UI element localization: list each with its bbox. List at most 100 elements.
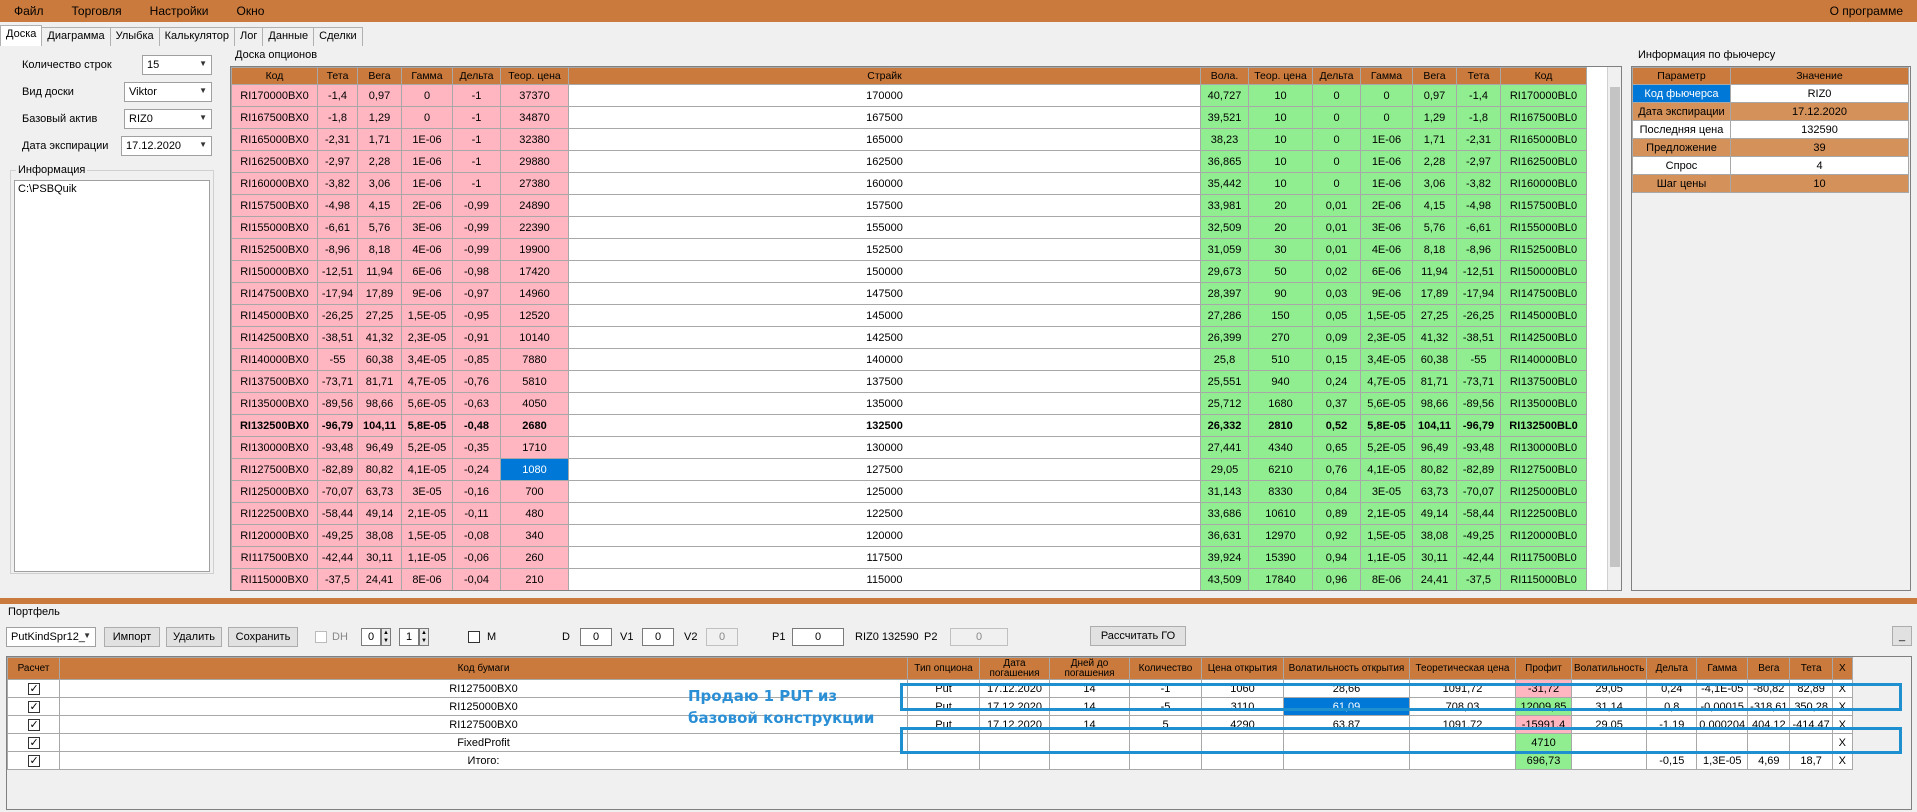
calc-checkbox[interactable] <box>27 700 40 713</box>
tab-deals[interactable]: Сделки <box>313 27 363 46</box>
save-button[interactable]: Сохранить <box>228 627 298 647</box>
board-cell[interactable]: -1,8 <box>1456 106 1501 129</box>
portfolio-select[interactable]: PutKindSpr12_ ▼ <box>6 627 96 647</box>
board-scroll-thumb[interactable] <box>1610 87 1620 567</box>
board-cell[interactable]: 60,38 <box>1412 348 1457 371</box>
portfolio-cell[interactable]: 14 <box>1049 697 1130 716</box>
portfolio-cell[interactable]: 4,69 <box>1747 751 1791 770</box>
board-cell[interactable]: -1 <box>452 84 501 107</box>
board-cell[interactable]: -1,4 <box>1456 84 1501 107</box>
board-cell[interactable]: 4340 <box>1248 436 1313 459</box>
board-cell[interactable]: 30 <box>1248 238 1313 261</box>
p1-input[interactable]: 0 <box>792 628 844 646</box>
board-cell[interactable]: -70,07 <box>317 480 358 503</box>
board-cell[interactable]: 3E-06 <box>401 216 453 239</box>
board-cell[interactable]: 38,08 <box>1412 524 1457 547</box>
board-cell[interactable]: 6E-06 <box>1360 260 1413 283</box>
board-cell[interactable]: 104,11 <box>357 414 402 437</box>
board-cell[interactable]: 26,332 <box>1200 414 1249 437</box>
board-cell[interactable]: 3,06 <box>1412 172 1457 195</box>
board-cell[interactable]: 1E-06 <box>1360 172 1413 195</box>
board-cell[interactable]: RI120000BX0 <box>231 524 318 547</box>
board-cell[interactable]: 2,1E-05 <box>401 502 453 525</box>
board-cell[interactable]: 50 <box>1248 260 1313 283</box>
board-cell[interactable]: 25,712 <box>1200 392 1249 415</box>
futures-cell[interactable]: Дата экспирации <box>1632 102 1731 121</box>
futures-cell[interactable]: 132590 <box>1730 120 1909 139</box>
v2-input[interactable]: 0 <box>706 628 738 646</box>
menu-about[interactable]: О программе <box>1829 4 1903 18</box>
board-cell[interactable]: 96,49 <box>1412 436 1457 459</box>
portfolio-cell[interactable] <box>1570 751 1648 770</box>
board-cell[interactable]: 0,96 <box>1312 568 1361 590</box>
p2-input[interactable]: 0 <box>950 628 1008 646</box>
board-cell[interactable]: 39,924 <box>1200 546 1249 569</box>
board-cell[interactable]: 31,143 <box>1200 480 1249 503</box>
menu-file[interactable]: Файл <box>14 4 44 18</box>
board-scrollbar[interactable] <box>1607 67 1621 590</box>
board-cell[interactable]: 90 <box>1248 282 1313 305</box>
futures-cell[interactable]: Предложение <box>1632 138 1731 157</box>
portfolio-cell[interactable]: 696,73 <box>1515 751 1572 770</box>
board-cell[interactable]: 3E-06 <box>1360 216 1413 239</box>
board-cell[interactable]: RI122500BL0 <box>1500 502 1587 525</box>
board-cell[interactable]: 0,97 <box>1412 84 1457 107</box>
board-cell[interactable]: 115000 <box>568 568 1201 590</box>
calc-checkbox-cell[interactable] <box>7 715 60 734</box>
delete-button[interactable]: Удалить <box>166 627 222 647</box>
calc-checkbox[interactable] <box>27 682 40 695</box>
board-cell[interactable]: 6E-06 <box>401 260 453 283</box>
board-cell[interactable]: 117500 <box>568 546 1201 569</box>
board-cell[interactable]: -0,63 <box>452 392 501 415</box>
m-checkbox[interactable] <box>468 631 480 643</box>
tab-board[interactable]: Доска <box>0 25 43 46</box>
futures-cell[interactable]: Код фьючерса <box>1632 84 1731 103</box>
board-cell[interactable]: 39,521 <box>1200 106 1249 129</box>
board-cell[interactable]: 24,41 <box>357 568 402 590</box>
board-cell[interactable]: 4,1E-05 <box>1360 458 1413 481</box>
board-cell[interactable]: 2,3E-05 <box>401 326 453 349</box>
board-cell[interactable]: 3E-05 <box>401 480 453 503</box>
board-cell[interactable]: 132500 <box>568 414 1201 437</box>
board-cell[interactable]: -3,82 <box>317 172 358 195</box>
board-cell[interactable]: 150 <box>1248 304 1313 327</box>
board-cell[interactable]: 10610 <box>1248 502 1313 525</box>
portfolio-cell[interactable] <box>979 733 1050 752</box>
board-cell[interactable]: 29,673 <box>1200 260 1249 283</box>
board-cell[interactable]: 1,5E-05 <box>401 524 453 547</box>
board-view-select[interactable]: Viktor ▼ <box>124 82 212 102</box>
board-cell[interactable]: 4050 <box>500 392 569 415</box>
board-cell[interactable]: 0,52 <box>1312 414 1361 437</box>
board-cell[interactable]: -49,25 <box>1456 524 1501 547</box>
board-cell[interactable]: 162500 <box>568 150 1201 173</box>
board-cell[interactable]: RI152500BL0 <box>1500 238 1587 261</box>
board-cell[interactable]: 167500 <box>568 106 1201 129</box>
board-cell[interactable]: -17,94 <box>317 282 358 305</box>
board-cell[interactable]: -0,35 <box>452 436 501 459</box>
board-cell[interactable]: RI147500BX0 <box>231 282 318 305</box>
board-cell[interactable]: 27,25 <box>1412 304 1457 327</box>
board-cell[interactable]: 0 <box>1360 106 1413 129</box>
calc-checkbox-cell[interactable] <box>7 751 60 770</box>
board-cell[interactable]: -1,4 <box>317 84 358 107</box>
board-cell[interactable]: 1E-06 <box>1360 128 1413 151</box>
board-cell[interactable]: 24,41 <box>1412 568 1457 590</box>
board-cell[interactable]: 8E-06 <box>401 568 453 590</box>
board-cell[interactable]: 1,5E-05 <box>401 304 453 327</box>
board-cell[interactable]: 32,509 <box>1200 216 1249 239</box>
board-cell[interactable]: -93,48 <box>1456 436 1501 459</box>
board-cell[interactable]: 8,18 <box>1412 238 1457 261</box>
d-input[interactable]: 0 <box>580 628 612 646</box>
board-cell[interactable]: 120000 <box>568 524 1201 547</box>
board-cell[interactable]: -96,79 <box>1456 414 1501 437</box>
board-cell[interactable]: RI127500BL0 <box>1500 458 1587 481</box>
import-button[interactable]: Импорт <box>104 627 160 647</box>
board-cell[interactable]: 15390 <box>1248 546 1313 569</box>
board-cell[interactable]: RI167500BL0 <box>1500 106 1587 129</box>
board-cell[interactable]: RI130000BX0 <box>231 436 318 459</box>
tab-diagram[interactable]: Диаграмма <box>41 27 111 46</box>
board-cell[interactable]: 27380 <box>500 172 569 195</box>
board-cell[interactable]: 152500 <box>568 238 1201 261</box>
board-cell[interactable]: RI155000BL0 <box>1500 216 1587 239</box>
board-cell[interactable]: 81,71 <box>1412 370 1457 393</box>
